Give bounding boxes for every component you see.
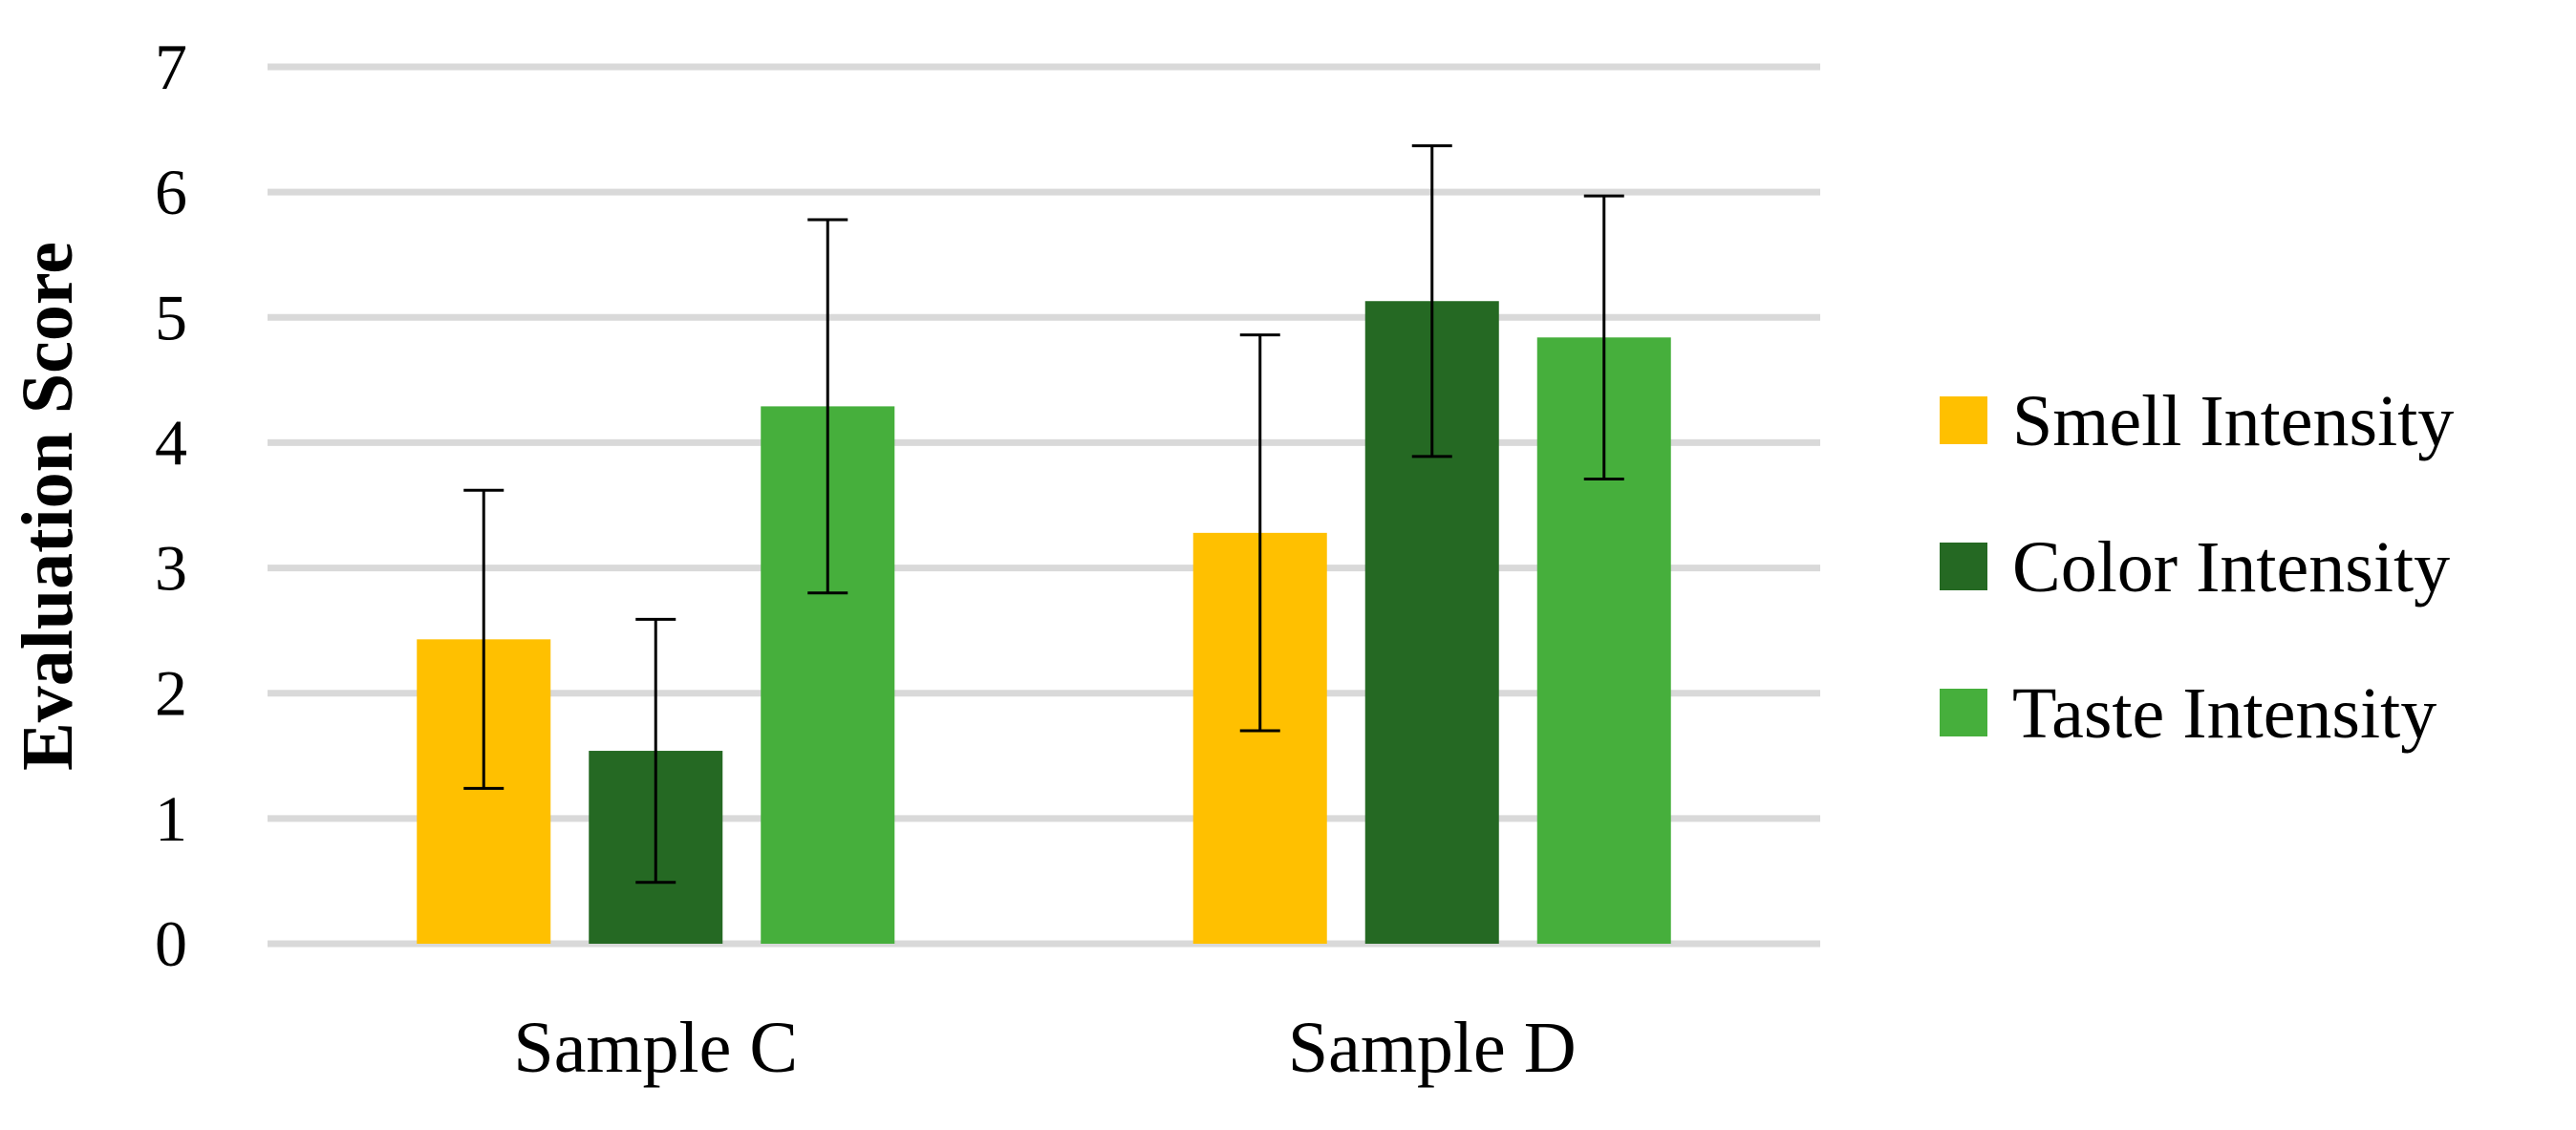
error-bar <box>635 617 676 885</box>
error-bar <box>807 218 848 595</box>
y-tick-label: 3 <box>155 532 187 605</box>
legend-label: Smell Intensity <box>2012 381 2454 461</box>
legend-label: Taste Intensity <box>2012 673 2436 754</box>
y-tick-label: 1 <box>155 782 187 855</box>
error-bar <box>1411 144 1452 458</box>
legend-label: Color Intensity <box>2012 527 2450 608</box>
legend-swatch <box>1940 689 1987 736</box>
x-category-label: Sample D <box>1288 1008 1577 1088</box>
error-bar <box>1583 194 1624 480</box>
legend-item: Color Intensity <box>1940 527 2450 608</box>
y-tick-label: 4 <box>155 406 187 479</box>
y-tick-label: 7 <box>155 31 187 103</box>
y-tick-label: 0 <box>155 907 187 980</box>
error-bar <box>463 488 504 790</box>
legend-item: Taste Intensity <box>1940 673 2436 754</box>
y-axis-title: Evaluation Score <box>8 242 88 771</box>
y-axis-ticks: 0 1 2 3 4 5 6 7 <box>155 31 187 980</box>
y-tick-label: 6 <box>155 156 187 228</box>
legend-item: Smell Intensity <box>1940 381 2454 461</box>
legend-swatch <box>1940 396 1987 444</box>
legend: Smell Intensity Color Intensity Taste Inte… <box>1940 381 2454 754</box>
x-category-label: Sample C <box>513 1008 798 1088</box>
error-bars <box>463 144 1624 885</box>
bars <box>417 301 1671 945</box>
y-tick-label: 5 <box>155 281 187 353</box>
y-tick-label: 2 <box>155 657 187 730</box>
error-bar <box>1239 333 1280 733</box>
x-axis-categories: Sample C Sample D <box>513 1008 1576 1088</box>
legend-swatch <box>1940 543 1987 590</box>
